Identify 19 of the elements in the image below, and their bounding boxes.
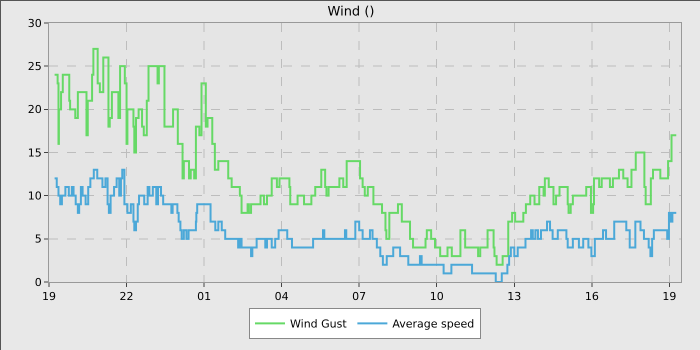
x-tick-label: 19	[42, 290, 56, 304]
x-tick-label: 19	[662, 290, 676, 304]
x-tick-label: 13	[507, 290, 522, 304]
x-tick-label: 16	[584, 290, 599, 304]
x-tick-label: 22	[120, 290, 134, 304]
x-tick-label: 01	[197, 290, 212, 304]
y-tick-label: 30	[28, 16, 42, 30]
y-tick-label: 5	[34, 232, 42, 246]
legend-label: Average speed	[392, 318, 474, 331]
y-tick-label: 10	[28, 190, 42, 203]
x-tick-label: 10	[430, 290, 444, 304]
chart-title: Wind ()	[328, 4, 374, 20]
y-tick-label: 20	[28, 103, 42, 116]
y-tick-label: 15	[28, 146, 42, 160]
x-tick-label: 04	[274, 290, 289, 304]
x-tick-label: 07	[352, 290, 366, 304]
legend-label: Wind Gust	[290, 318, 348, 331]
y-tick-label: 25	[28, 60, 42, 74]
y-tick-label: 0	[34, 276, 42, 289]
